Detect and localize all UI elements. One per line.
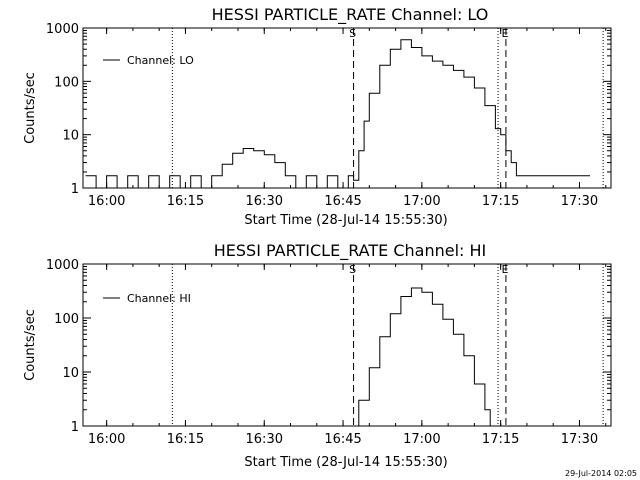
marker-label-s-hi: S bbox=[349, 263, 356, 276]
y-tick-label-hi: 10 bbox=[62, 366, 79, 381]
y-tick-label-lo: 1000 bbox=[46, 22, 79, 37]
y-tick-label-hi: 1000 bbox=[46, 258, 79, 273]
y-tick-label-hi: 100 bbox=[54, 312, 79, 327]
legend-hi: Channel: HI bbox=[103, 292, 191, 305]
x-tick-label-lo: 16:45 bbox=[324, 194, 361, 209]
series-line-hi bbox=[353, 287, 491, 427]
x-tick-label-hi: 16:00 bbox=[88, 432, 125, 447]
series-line-lo bbox=[85, 39, 590, 189]
x-tick-label-lo: 16:30 bbox=[246, 194, 283, 209]
x-tick-label-lo: 17:30 bbox=[561, 194, 598, 209]
chart-marks-hi: S E 16:00 16:15 16:30 16:45 17:00 17:15 17:30 1 10… bbox=[46, 258, 611, 447]
x-tick-label-hi: 16:30 bbox=[246, 432, 283, 447]
x-tick-label-hi: 17:30 bbox=[561, 432, 598, 447]
chart-title-lo: HESSI PARTICLE_RATE Channel: LO bbox=[212, 5, 489, 25]
y-tick-label-lo: 100 bbox=[54, 75, 79, 90]
y-axis-label-hi: Counts/sec bbox=[23, 309, 38, 381]
x-tick-label-lo: 17:15 bbox=[482, 194, 519, 209]
legend-label-lo: Channel: LO bbox=[127, 54, 194, 67]
x-tick-label-hi: 16:15 bbox=[167, 432, 204, 447]
timestamp: 29-Jul-2014 02:05 bbox=[565, 469, 637, 478]
x-axis-label-lo: Start Time (28-Jul-14 15:55:30) bbox=[244, 213, 447, 228]
legend-label-hi: Channel: HI bbox=[127, 292, 191, 305]
x-tick-label-lo: 17:00 bbox=[403, 194, 440, 209]
panel-hi: HESSI PARTICLE_RATE Channel: HI Counts/s… bbox=[23, 241, 612, 470]
chart-title-hi: HESSI PARTICLE_RATE Channel: HI bbox=[214, 241, 487, 261]
y-tick-label-lo: 1 bbox=[71, 182, 79, 197]
x-tick-label-lo: 16:15 bbox=[167, 194, 204, 209]
y-tick-label-hi: 1 bbox=[71, 420, 79, 435]
marker-label-s-lo: S bbox=[349, 27, 356, 40]
legend-lo: Channel: LO bbox=[103, 54, 194, 67]
y-axis-label-lo: Counts/sec bbox=[23, 72, 38, 144]
x-tick-label-hi: 17:00 bbox=[403, 432, 440, 447]
panel-lo: HESSI PARTICLE_RATE Channel: LO Counts/s… bbox=[23, 5, 612, 228]
x-axis-label-hi: Start Time (28-Jul-14 15:55:30) bbox=[244, 455, 447, 470]
marker-label-e-hi: E bbox=[501, 263, 508, 276]
x-tick-label-hi: 16:45 bbox=[324, 432, 361, 447]
x-tick-label-hi: 17:15 bbox=[482, 432, 519, 447]
chart-marks-lo: S E 16:00 16:15 16:30 16:45 17:00 17:15 17:30 1 10… bbox=[46, 22, 611, 209]
x-tick-label-lo: 16:00 bbox=[88, 194, 125, 209]
y-tick-label-lo: 10 bbox=[62, 129, 79, 144]
marker-label-e-lo: E bbox=[501, 27, 508, 40]
